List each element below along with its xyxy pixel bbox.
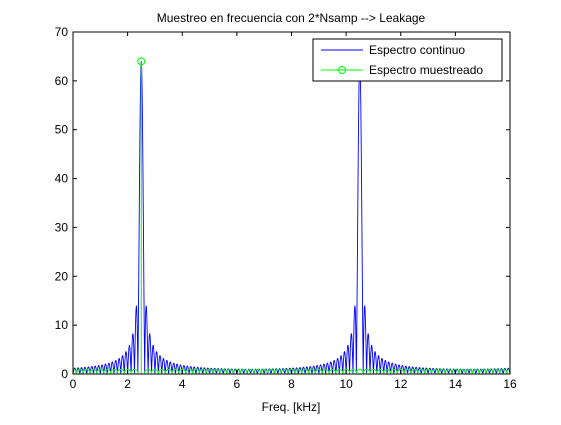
- x-tick-label: 6: [234, 377, 241, 391]
- x-tick-label: 12: [394, 377, 408, 391]
- chart-title: Muestreo en frecuencia con 2*Nsamp --> L…: [157, 11, 426, 25]
- legend-box: [312, 38, 503, 82]
- legend-label-muestreado: Espectro muestreado: [369, 63, 483, 77]
- y-tick-label: 30: [55, 220, 69, 234]
- y-tick-label: 10: [55, 318, 69, 332]
- legend-marker-muestreado: [338, 66, 346, 74]
- x-tick-label: 0: [70, 377, 77, 391]
- legend-label-continuo: Espectro continuo: [369, 43, 465, 57]
- series-layer: [73, 57, 510, 374]
- series-line-espectro-continuo: [73, 60, 510, 374]
- y-tick-label: 60: [55, 74, 69, 88]
- ticks-layer: 0 2 4 6 8 10 12 14 16 0 10 20 30 40 50 60 70: [55, 25, 517, 391]
- stem-marker: [137, 57, 146, 66]
- x-tick-label: 4: [179, 377, 186, 391]
- x-tick-label: 10: [339, 377, 353, 391]
- y-tick-label: 50: [55, 123, 69, 137]
- y-tick-label: 0: [61, 367, 68, 381]
- y-tick-label: 70: [55, 25, 69, 39]
- stem-marker: [130, 369, 139, 374]
- x-tick-label: 2: [124, 377, 131, 391]
- y-tick-label: 40: [55, 172, 69, 186]
- legend: Espectro continuo Espectro muestreado: [312, 38, 503, 82]
- stem-marker: [506, 369, 510, 374]
- x-tick-label: 16: [503, 377, 517, 391]
- x-tick-label: 8: [288, 377, 295, 391]
- y-tick-label: 20: [55, 269, 69, 283]
- x-tick-label: 14: [449, 377, 463, 391]
- x-axis-label: Freq. [kHz]: [262, 400, 321, 414]
